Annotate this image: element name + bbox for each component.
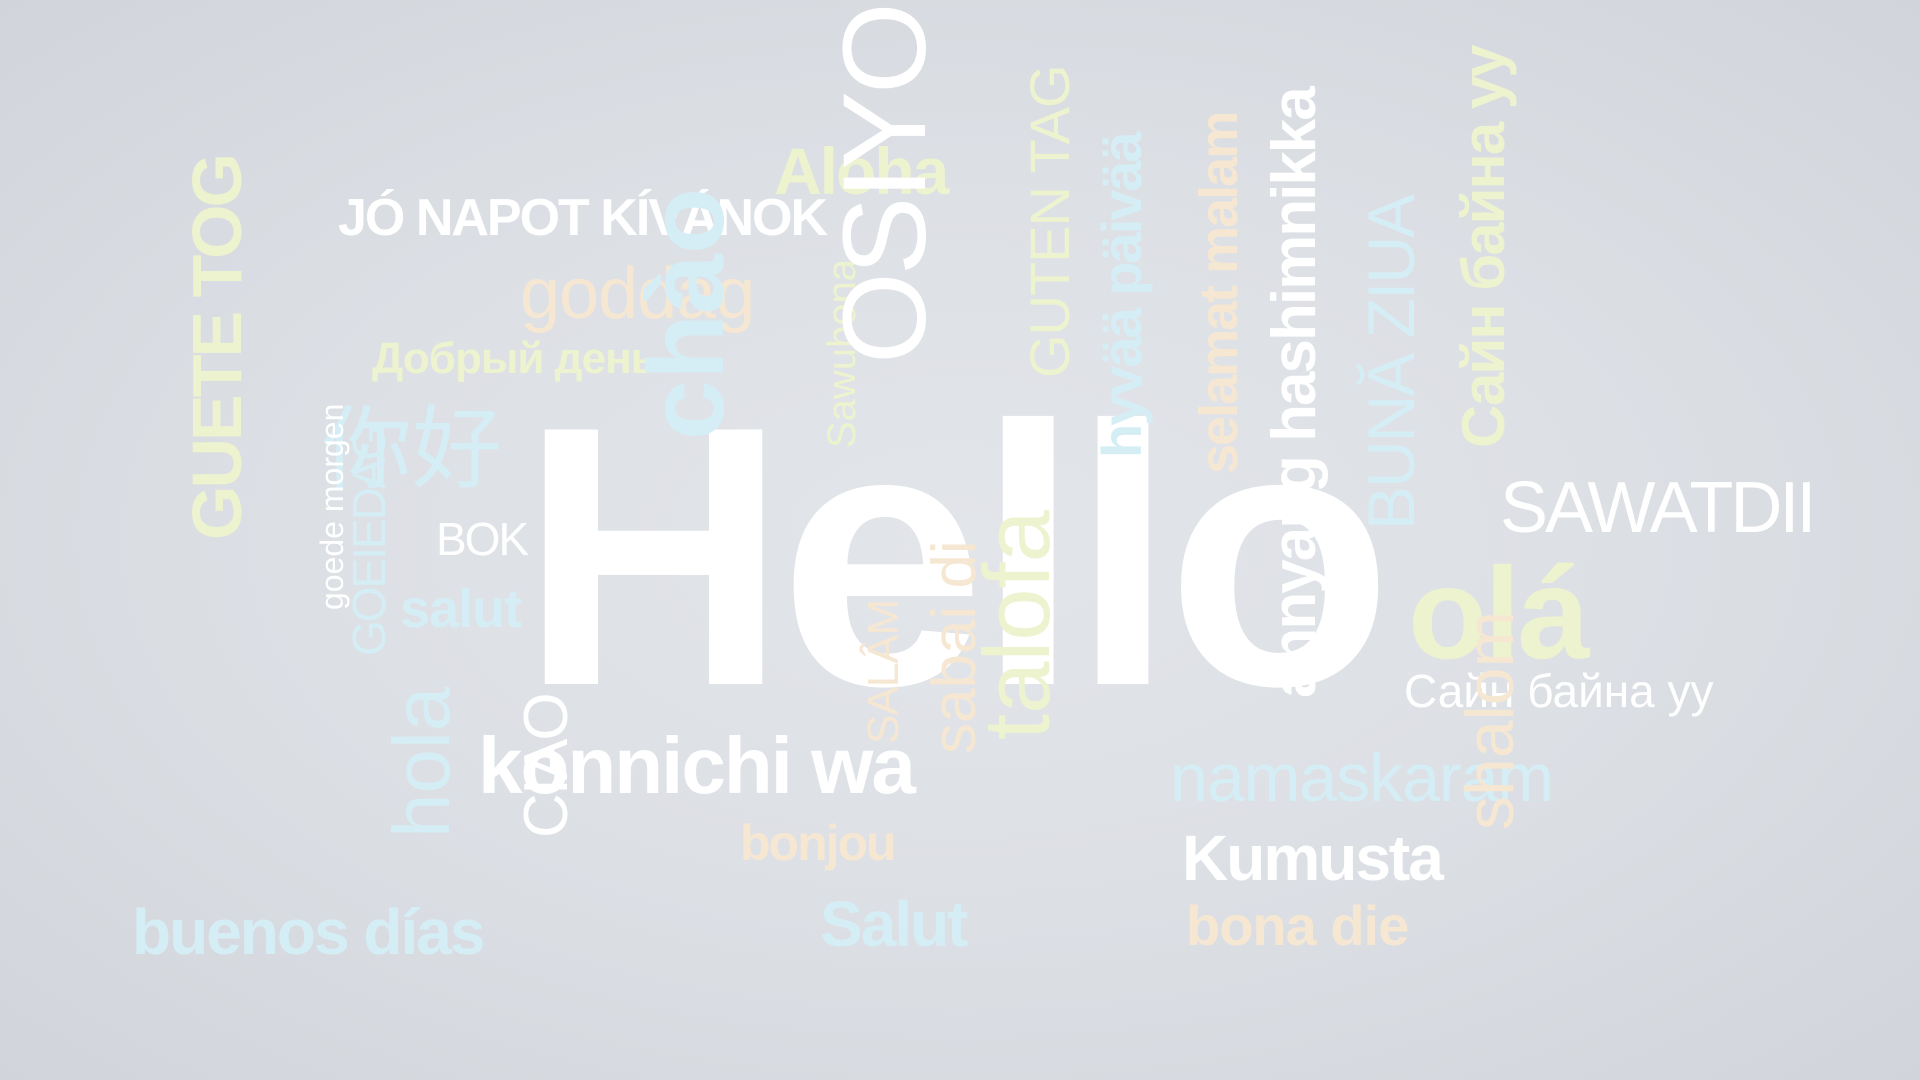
word-osiyo: OSIYO bbox=[819, 5, 951, 364]
word-sawatdii: SAWATDII bbox=[1500, 468, 1816, 548]
word-goddag: goddag bbox=[520, 254, 755, 334]
word-sain-baina-uu-2: Сайн байна уу bbox=[1404, 665, 1714, 717]
word-shalom: shalom bbox=[1452, 610, 1528, 830]
word-sain-baina-uu-1: Сайн байна уу bbox=[1450, 46, 1517, 448]
word-ola: olá bbox=[1408, 540, 1590, 686]
word-buna-ziua: BUNĂ ZIUA bbox=[1354, 195, 1428, 530]
word-namaskaram: namaskaram bbox=[1170, 740, 1554, 816]
word-bona-die: bona die bbox=[1186, 894, 1409, 957]
word-aloha: Aloha bbox=[774, 134, 949, 208]
word-chao: chào bbox=[625, 187, 746, 440]
word-jo-napot-kivanok: JÓ NAPOT KÍVÁNOK bbox=[338, 189, 828, 247]
word-nihao: 你好 bbox=[322, 400, 502, 500]
word-hyvaa-paivaa: hyvää päivää bbox=[1090, 133, 1153, 458]
word-konnichi-wa: konnichi wa bbox=[478, 721, 916, 810]
word-hello: Hello bbox=[520, 350, 1393, 763]
word-talofa: talofa bbox=[964, 510, 1069, 740]
word-salut-1: salut bbox=[400, 579, 522, 639]
word-salam: SALÂM bbox=[859, 599, 908, 744]
word-goeiedag: GOEIEDAG bbox=[343, 426, 395, 656]
word-guten-tag: GUTEN TAG bbox=[1018, 65, 1081, 378]
word-ciao: CIAO bbox=[512, 694, 581, 838]
word-dobryi-den: Добрый день bbox=[372, 334, 658, 383]
word-bok: BOK bbox=[436, 513, 529, 565]
word-buenos-dias: buenos días bbox=[132, 896, 485, 968]
word-salut-2: Salut bbox=[820, 888, 968, 960]
word-kumusta: Kumusta bbox=[1182, 822, 1444, 894]
word-bonjou: bonjou bbox=[740, 815, 897, 871]
word-selamat-malam: selamat malam bbox=[1189, 112, 1249, 474]
word-annyang-hashimnikka: annyang hashimnikka bbox=[1260, 88, 1329, 698]
word-guete-tog: GUETE TOG bbox=[178, 156, 256, 540]
word-hola: hola bbox=[377, 686, 466, 838]
